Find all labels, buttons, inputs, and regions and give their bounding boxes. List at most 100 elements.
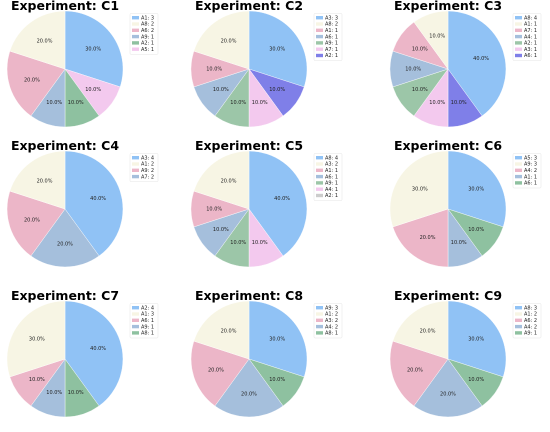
legend-swatch — [515, 53, 522, 58]
legend-swatch — [316, 312, 323, 316]
legend-swatch — [316, 193, 323, 198]
legend-swatch — [316, 174, 323, 179]
chart-legend: A1: 3A8: 2A6: 2A9: 1A2: 1A5: 1 — [129, 13, 159, 55]
legend-frame — [129, 153, 159, 182]
legend-entry: A4: 1 — [524, 34, 537, 40]
pie-chart-8: Experiment: C8 30.0% 10.0% 20.0% 20.0% 20.0% A… — [190, 288, 343, 418]
legend-swatch — [132, 47, 139, 51]
legend-swatch — [132, 312, 139, 316]
legend-swatch — [515, 34, 522, 39]
legend-swatch — [515, 174, 522, 179]
chart-title: Experiment: C7 — [11, 288, 119, 303]
legend-entry: A6: 1 — [524, 53, 537, 59]
legend-entry: A1: 3 — [141, 15, 154, 21]
legend-entry: A6: 2 — [524, 318, 537, 324]
chart-title: Experiment: C4 — [11, 138, 119, 153]
slice-percent-label: 40.0% — [90, 346, 106, 352]
legend-swatch — [515, 162, 522, 166]
legend-entry: A7: 1 — [325, 47, 338, 53]
legend-swatch — [316, 16, 323, 20]
pie-chart-2: Experiment: C2 30.0% 10.0% 10.0% 10.0% 10.0% 1… — [190, 0, 343, 128]
legend-entry: A8: 1 — [325, 331, 338, 337]
slice-percent-label: 10.0% — [269, 377, 285, 383]
slice-percent-label: 20.0% — [407, 367, 423, 373]
slice-percent-label: 40.0% — [473, 56, 489, 62]
pie-slice-a7 — [30, 208, 100, 268]
legend-swatch — [132, 324, 139, 329]
slice-percent-label: 20.0% — [420, 235, 436, 241]
slice-percent-label: 30.0% — [85, 46, 101, 52]
pie-chart-1: Experiment: C1 30.0% 10.0% 10.0% 10.0% 20.0% 2… — [6, 0, 159, 128]
legend-entry: A9: 1 — [325, 181, 338, 187]
legend-entry: A2: 4 — [141, 305, 154, 311]
slice-percent-label: 30.0% — [412, 186, 428, 192]
slice-percent-label: 10.0% — [451, 240, 467, 246]
chart-legend: A5: 3A9: 3A4: 2A1: 1A6: 1 — [512, 153, 542, 189]
legend-swatch — [515, 22, 522, 26]
legend-swatch — [316, 324, 323, 329]
slice-percent-label: 10.0% — [252, 100, 268, 106]
slice-percent-label: 20.0% — [37, 179, 53, 185]
slice-percent-label: 10.0% — [230, 240, 246, 246]
pie-slice-a1 — [9, 150, 66, 210]
legend-entry: A6: 2 — [141, 28, 154, 34]
legend-entry: A6: 1 — [325, 34, 338, 40]
pie-slice-a1 — [392, 300, 449, 360]
slice-percent-label: 10.0% — [213, 87, 229, 93]
chart-legend: A2: 4A1: 3A6: 1A9: 1A8: 1 — [129, 303, 159, 339]
legend-swatch — [316, 22, 323, 26]
legend-swatch — [316, 41, 323, 45]
legend-swatch — [316, 181, 323, 185]
legend-swatch — [132, 22, 139, 26]
legend-swatch — [132, 318, 139, 322]
pie-slice-a3 — [190, 340, 250, 407]
legend-swatch — [316, 47, 323, 51]
legend-entry: A1: 1 — [325, 28, 338, 34]
slice-percent-label: 10.0% — [412, 87, 428, 93]
chart-title: Experiment: C5 — [195, 138, 303, 153]
legend-entry: A1: 2 — [524, 312, 537, 318]
pie-slice-a3 — [248, 10, 308, 88]
pie-slice-a9 — [447, 150, 507, 228]
pie-slice-a1 — [193, 150, 250, 210]
pie-slice-a4 — [214, 358, 284, 418]
pie-slice-a9 — [6, 190, 66, 257]
pie-slice-a4 — [392, 208, 449, 268]
legend-swatch — [316, 162, 323, 166]
slice-percent-label: 20.0% — [241, 392, 257, 398]
legend-entry: A8: 4 — [524, 15, 537, 21]
legend-frame — [313, 303, 343, 339]
legend-entry: A9: 1 — [524, 331, 537, 337]
chart-title: Experiment: C3 — [394, 0, 502, 13]
slice-percent-label: 30.0% — [468, 336, 484, 342]
legend-swatch — [132, 28, 139, 32]
legend-entry: A1: 1 — [524, 174, 537, 180]
slice-percent-label: 20.0% — [37, 39, 53, 45]
pie-slice-a9 — [248, 300, 308, 378]
pie-slice-a6 — [6, 50, 66, 117]
legend-swatch — [316, 156, 323, 160]
slice-percent-label: 10.0% — [230, 100, 246, 106]
legend-swatch — [515, 47, 522, 51]
legend-entry: A3: 3 — [325, 15, 338, 21]
pie-chart-5: Experiment: C5 40.0% 10.0% 10.0% 10.0% 10.0% 2… — [190, 138, 343, 268]
pie-slice-a8 — [193, 10, 250, 70]
chart-legend: A3: 3A8: 2A1: 1A6: 1A9: 1A7: 1A2: 1 — [313, 13, 343, 61]
slice-percent-label: 30.0% — [468, 186, 484, 192]
slice-percent-label: 40.0% — [274, 196, 290, 202]
pie-slice-a8 — [447, 300, 507, 378]
slice-percent-label: 10.0% — [46, 390, 62, 396]
slice-percent-label: 20.0% — [208, 367, 224, 373]
legend-swatch — [132, 331, 139, 335]
pie-slice-a1 — [413, 10, 449, 70]
legend-frame — [512, 303, 542, 339]
slice-percent-label: 10.0% — [429, 34, 445, 40]
legend-entry: A3: 2 — [325, 162, 338, 168]
chart-legend: A9: 3A1: 2A3: 2A4: 2A8: 1 — [313, 303, 343, 339]
legend-swatch — [515, 306, 522, 310]
chart-title: Experiment: C8 — [195, 288, 303, 303]
legend-swatch — [316, 168, 323, 172]
pie-slice-a8 — [9, 10, 66, 70]
slice-percent-label: 20.0% — [24, 77, 40, 83]
slice-percent-label: 20.0% — [57, 242, 73, 248]
